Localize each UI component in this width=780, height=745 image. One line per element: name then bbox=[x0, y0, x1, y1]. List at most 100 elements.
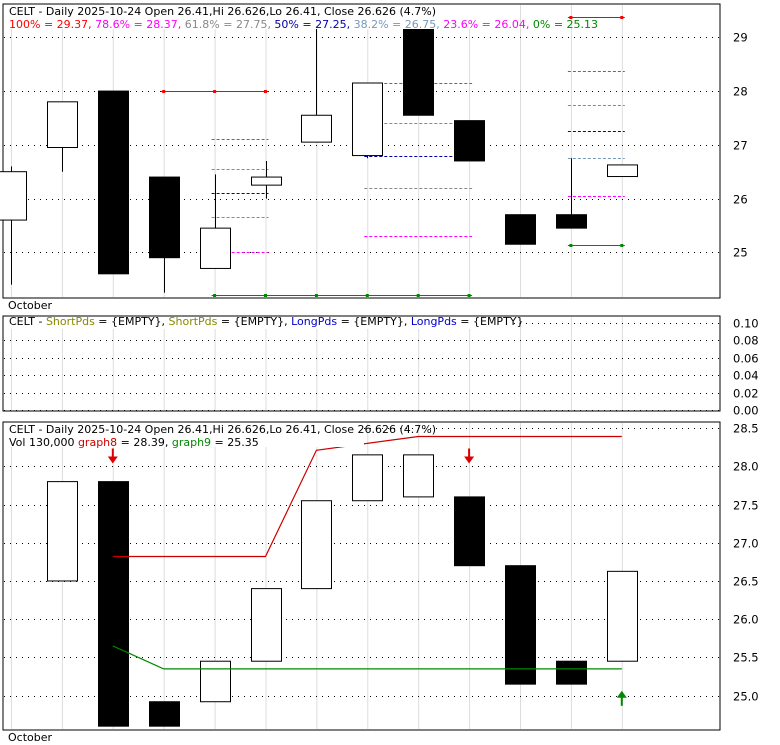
y-tick-label: 28.0 bbox=[733, 460, 759, 474]
candle bbox=[505, 214, 536, 245]
swing-legend: Vol 130,000 graph8 = 28.39, graph9 = 25.… bbox=[9, 436, 259, 449]
panel-frame bbox=[2, 315, 721, 412]
swing-box bbox=[149, 701, 180, 727]
candle bbox=[251, 176, 282, 186]
y-tick-label: 0.04 bbox=[733, 369, 759, 383]
y-tick-label: 27 bbox=[733, 139, 748, 153]
fib-level-marker bbox=[620, 244, 624, 247]
legend-item: = {EMPTY}, bbox=[217, 315, 291, 328]
legend-item: = {EMPTY} bbox=[457, 315, 524, 328]
fib-level-marker bbox=[264, 90, 267, 93]
legend-item: graph8 bbox=[74, 436, 117, 449]
legend-item: 100% = 29.37, bbox=[9, 18, 92, 31]
legend-item: 61.8% = 27.75, bbox=[181, 18, 271, 31]
legend-item: graph9 bbox=[168, 436, 211, 449]
candle bbox=[47, 101, 78, 149]
fib-level-marker bbox=[213, 294, 217, 297]
x-axis-label: October bbox=[8, 731, 52, 744]
y-tick-label: 26 bbox=[733, 193, 748, 207]
fib-level-marker bbox=[569, 16, 573, 19]
y-tick-label: 0.02 bbox=[733, 387, 759, 401]
fib-level-marker bbox=[467, 294, 471, 297]
swing-box bbox=[47, 481, 78, 582]
swing-box bbox=[454, 496, 485, 567]
legend-item: ShortPds bbox=[46, 315, 95, 328]
swing-box bbox=[251, 588, 282, 662]
legend-item: 0% = 25.13 bbox=[529, 18, 598, 31]
legend-item: LongPds bbox=[411, 315, 457, 328]
candle bbox=[301, 114, 332, 143]
candle bbox=[454, 120, 485, 162]
candle bbox=[0, 171, 27, 221]
y-tick-label: 25.0 bbox=[733, 690, 759, 704]
quote-summary: - Daily 2025-10-24 Open 26.41,Hi 26.626,… bbox=[35, 5, 436, 18]
fib-level-marker bbox=[314, 294, 318, 297]
candle bbox=[98, 90, 129, 275]
candle bbox=[200, 227, 231, 269]
fib-level-marker bbox=[365, 294, 369, 297]
y-tick-label: 28.5 bbox=[733, 422, 759, 436]
y-tick-label: 0.10 bbox=[733, 317, 759, 331]
indicator-header: CELT - ShortPds = {EMPTY}, ShortPds = {E… bbox=[9, 315, 524, 328]
candle bbox=[352, 82, 383, 157]
swing-panel: 28.5 28.0 27.5 27.0 26.5 26.0 25.5 25.0 CELT - D… bbox=[2, 421, 759, 744]
legend-item: ShortPds bbox=[169, 315, 218, 328]
swing-box bbox=[352, 454, 383, 502]
legend-item: 23.6% = 26.04, bbox=[440, 18, 530, 31]
ticker-symbol: CELT bbox=[9, 5, 35, 18]
fib-level-marker bbox=[162, 90, 166, 93]
legend-item: 78.6% = 28.37, bbox=[92, 18, 182, 31]
y-tick-label: 28 bbox=[733, 85, 748, 99]
fib-level-marker bbox=[213, 90, 217, 93]
candle bbox=[556, 214, 587, 229]
legend-item: = {EMPTY}, bbox=[337, 315, 411, 328]
header-background bbox=[4, 5, 504, 29]
legend-item: - bbox=[35, 315, 46, 328]
legend-item: = 28.39, bbox=[117, 436, 168, 449]
candle bbox=[149, 176, 180, 259]
legend-item: LongPds bbox=[291, 315, 337, 328]
price-fib-panel: 25 26 27 28 29 CELT - Daily 2025-10-24 Open 2… bbox=[0, 3, 748, 312]
swing-box bbox=[98, 481, 129, 727]
y-tick-label: 0.00 bbox=[733, 404, 759, 418]
y-tick-label: 27.0 bbox=[733, 537, 759, 551]
header-background bbox=[4, 317, 514, 329]
fib-level-marker bbox=[264, 294, 267, 297]
fib-level-marker bbox=[620, 16, 624, 19]
legend-item: = 25.35 bbox=[211, 436, 259, 449]
sell-arrow-icon bbox=[464, 456, 475, 464]
swing-box bbox=[301, 500, 332, 590]
fib-legend: 100% = 29.37, 78.6% = 28.37, 61.8% = 27.… bbox=[9, 18, 598, 31]
header-background bbox=[4, 423, 364, 447]
legend-item: CELT bbox=[9, 315, 35, 328]
swing-box bbox=[200, 660, 231, 703]
legend-item: Vol 130,000 bbox=[9, 436, 74, 449]
sell-arrow-icon bbox=[107, 456, 118, 464]
y-tick-label: 26.5 bbox=[733, 575, 759, 589]
y-tick-label: 29 bbox=[733, 31, 748, 45]
swing-box bbox=[556, 660, 587, 685]
y-tick-label: 0.08 bbox=[733, 334, 759, 348]
legend-item: 50% = 27.25, bbox=[271, 18, 350, 31]
indicator-panel: 0.10 0.08 0.06 0.04 0.02 0.00 CELT - ShortPds … bbox=[2, 315, 759, 418]
swing-box bbox=[607, 570, 638, 662]
legend-item: 38.2% = 26.75, bbox=[350, 18, 440, 31]
fib-level-marker bbox=[416, 294, 420, 297]
fib-level-marker bbox=[569, 244, 573, 247]
trail-line bbox=[112, 435, 622, 558]
trail-line bbox=[112, 645, 622, 670]
candle bbox=[607, 164, 638, 178]
y-tick-label: 0.06 bbox=[733, 352, 759, 366]
ticker-symbol: CELT bbox=[9, 423, 35, 436]
panel-header: CELT - Daily 2025-10-24 Open 26.41,Hi 26… bbox=[9, 423, 436, 436]
legend-item: = {EMPTY}, bbox=[95, 315, 169, 328]
quote-summary: - Daily 2025-10-24 Open 26.41,Hi 26.626,… bbox=[35, 423, 436, 436]
y-tick-label: 25 bbox=[733, 246, 748, 260]
buy-arrow-icon bbox=[616, 690, 627, 698]
panel-header: CELT - Daily 2025-10-24 Open 26.41,Hi 26… bbox=[9, 5, 436, 18]
y-tick-label: 27.5 bbox=[733, 499, 759, 513]
candle bbox=[403, 23, 434, 116]
swing-box bbox=[403, 454, 434, 498]
x-axis-label: October bbox=[8, 299, 52, 312]
